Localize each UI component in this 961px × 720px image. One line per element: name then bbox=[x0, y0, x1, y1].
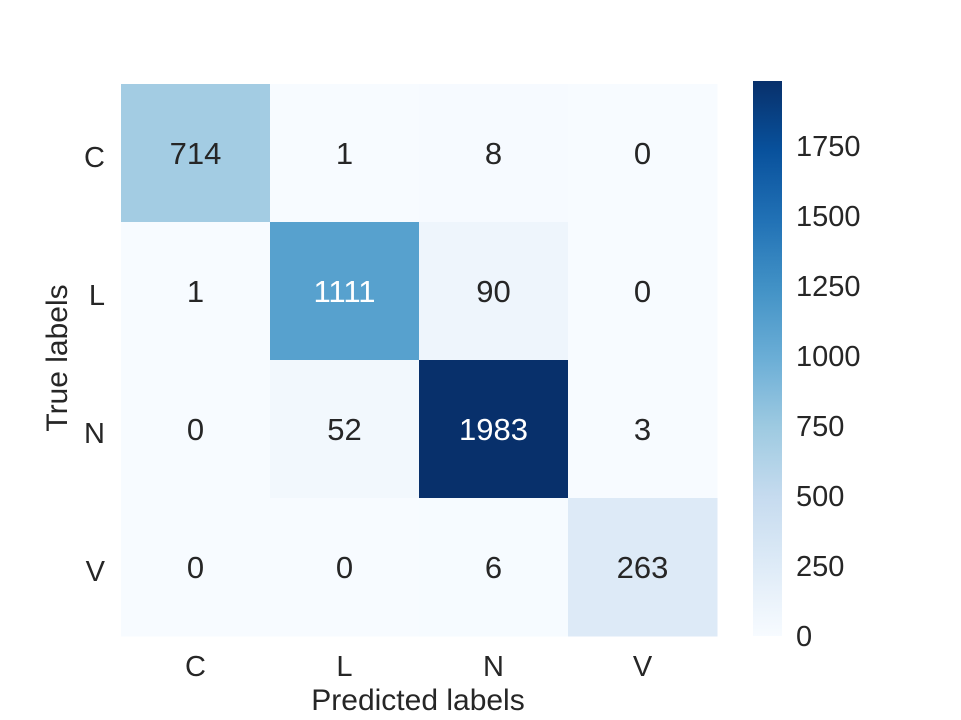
cell-value-r0-c2: 8 bbox=[485, 136, 502, 171]
heatmap-cell-r3-c3 bbox=[568, 498, 718, 637]
cell-value-r2-c3: 3 bbox=[634, 412, 651, 447]
cell-value-r1-c2: 90 bbox=[476, 274, 510, 309]
colorbar-tick-250: 250 bbox=[796, 551, 844, 583]
cell-value-r3-c1: 0 bbox=[336, 550, 353, 585]
heatmap-cell-r1-c1 bbox=[270, 222, 420, 361]
cell-value-r2-c1: 52 bbox=[327, 412, 361, 447]
axis-ticks: C L N V C L N V bbox=[84, 142, 653, 683]
cell-value-r1-c1: 1111 bbox=[313, 274, 375, 309]
cell-value-r1-c0: 1 bbox=[187, 274, 204, 309]
colorbar-tick-1750: 1750 bbox=[796, 131, 861, 163]
heatmap-cell-r0-c1 bbox=[270, 84, 420, 223]
colorbar-tick-1250: 1250 bbox=[796, 271, 861, 303]
heatmap-cell-r3-c2 bbox=[419, 498, 569, 637]
cell-value-r0-c3: 0 bbox=[634, 136, 651, 171]
cell-value-r2-c2: 1983 bbox=[459, 412, 528, 447]
heatmap-cells: 714 1 8 01 1111 90 00 52 1983 30 0 6 263 bbox=[121, 84, 718, 637]
cell-value-r1-c3: 0 bbox=[634, 274, 651, 309]
heatmap-cell-r3-c0 bbox=[121, 498, 271, 637]
y-tick-label-L: L bbox=[89, 280, 105, 312]
y-tick-label-C: C bbox=[84, 142, 105, 174]
y-tick-label-V: V bbox=[86, 556, 106, 588]
cell-value-r2-c0: 0 bbox=[187, 412, 204, 447]
y-axis-label: True labels bbox=[41, 284, 74, 431]
colorbar-tick-0: 0 bbox=[796, 621, 812, 653]
colorbar-tick-1500: 1500 bbox=[796, 201, 861, 233]
cell-value-r3-c3: 263 bbox=[617, 550, 669, 585]
heatmap-cell-r0-c0 bbox=[121, 84, 271, 223]
x-tick-label-V: V bbox=[633, 651, 653, 683]
colorbar-tick-1000: 1000 bbox=[796, 341, 861, 373]
cell-value-r0-c0: 714 bbox=[170, 136, 222, 171]
heatmap-cell-r1-c3 bbox=[568, 222, 718, 361]
cell-value-r3-c2: 6 bbox=[485, 550, 502, 585]
x-tick-label-N: N bbox=[483, 651, 504, 683]
heatmap-cell-r2-c3 bbox=[568, 360, 718, 499]
heatmap-cell-r2-c2 bbox=[419, 360, 569, 499]
x-tick-label-L: L bbox=[336, 651, 352, 683]
colorbar-tick-750: 750 bbox=[796, 411, 844, 443]
heatmap-cell-r2-c1 bbox=[270, 360, 420, 499]
heatmap-cell-r3-c1 bbox=[270, 498, 420, 637]
cell-value-r3-c0: 0 bbox=[187, 550, 204, 585]
y-tick-label-N: N bbox=[84, 418, 105, 450]
colorbar-tick-500: 500 bbox=[796, 481, 844, 513]
x-tick-label-C: C bbox=[185, 651, 206, 683]
colorbar: 0 250 500 750 1000 1250 1500 1750 bbox=[753, 81, 861, 653]
colorbar-gradient bbox=[753, 81, 782, 636]
heatmap-cell-r0-c2 bbox=[419, 84, 569, 223]
heatmap-cell-r2-c0 bbox=[121, 360, 271, 499]
x-axis-label: Predicted labels bbox=[311, 684, 524, 715]
heatmap-cell-r1-c2 bbox=[419, 222, 569, 361]
cell-value-r0-c1: 1 bbox=[336, 136, 353, 171]
heatmap-cell-r0-c3 bbox=[568, 84, 718, 223]
heatmap-cell-r1-c0 bbox=[121, 222, 271, 361]
